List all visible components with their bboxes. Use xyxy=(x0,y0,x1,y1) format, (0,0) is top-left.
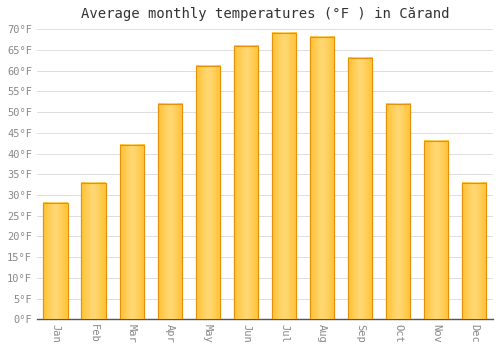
Bar xyxy=(310,37,334,320)
Bar xyxy=(348,58,372,320)
Bar xyxy=(120,145,144,320)
Bar xyxy=(196,66,220,320)
Title: Average monthly temperatures (°F ) in Cărand: Average monthly temperatures (°F ) in Că… xyxy=(80,7,449,21)
Bar xyxy=(158,104,182,320)
Bar xyxy=(424,141,448,320)
Bar xyxy=(196,66,220,320)
Bar xyxy=(272,33,296,320)
Bar xyxy=(82,183,106,320)
Bar xyxy=(44,203,68,320)
Bar xyxy=(272,33,296,320)
Bar xyxy=(348,58,372,320)
Bar xyxy=(310,37,334,320)
Bar xyxy=(120,145,144,320)
Bar xyxy=(158,104,182,320)
Bar xyxy=(82,183,106,320)
Bar xyxy=(424,141,448,320)
Bar xyxy=(386,104,410,320)
Bar xyxy=(44,203,68,320)
Bar xyxy=(234,46,258,320)
Bar xyxy=(462,183,486,320)
Bar xyxy=(234,46,258,320)
Bar xyxy=(462,183,486,320)
Bar xyxy=(386,104,410,320)
